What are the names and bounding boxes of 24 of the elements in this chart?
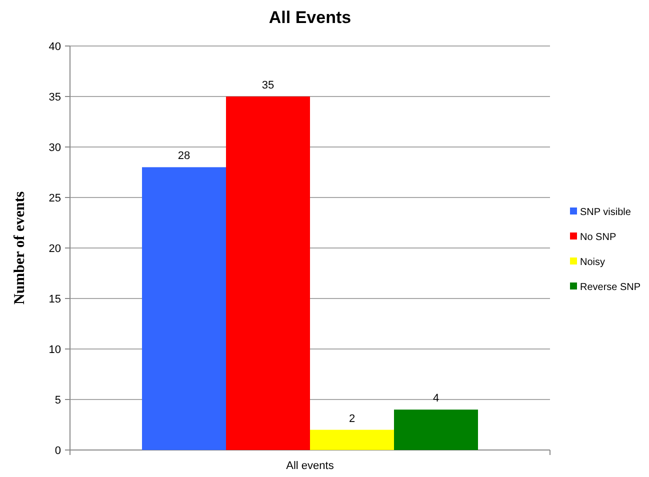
bar	[142, 167, 226, 450]
y-tick-label: 20	[48, 243, 61, 255]
y-tick-label: 40	[48, 41, 61, 53]
y-tick-label: 35	[48, 92, 61, 104]
x-tick-label: All events	[286, 460, 334, 472]
data-label: 4	[432, 392, 440, 405]
y-axis-title: Number of events	[12, 191, 28, 305]
legend-label: Reverse SNP	[580, 282, 641, 293]
data-label: 2	[348, 412, 356, 425]
y-tick-label: 10	[48, 344, 61, 356]
legend-label: No SNP	[580, 232, 616, 243]
bar	[310, 430, 394, 450]
y-tick-label: 30	[48, 142, 61, 154]
y-tick-label: 5	[54, 394, 61, 406]
bar	[394, 410, 478, 450]
bar	[226, 96, 310, 450]
legend-label: Noisy	[580, 257, 606, 268]
y-tick-label: 25	[48, 192, 61, 204]
legend-label: SNP visible	[580, 207, 632, 218]
data-label: 28	[178, 150, 190, 162]
data-label: 35	[262, 80, 274, 92]
chart-title: All Events	[268, 8, 352, 27]
y-tick-label: 0	[54, 445, 61, 457]
y-tick-label: 15	[48, 294, 61, 306]
